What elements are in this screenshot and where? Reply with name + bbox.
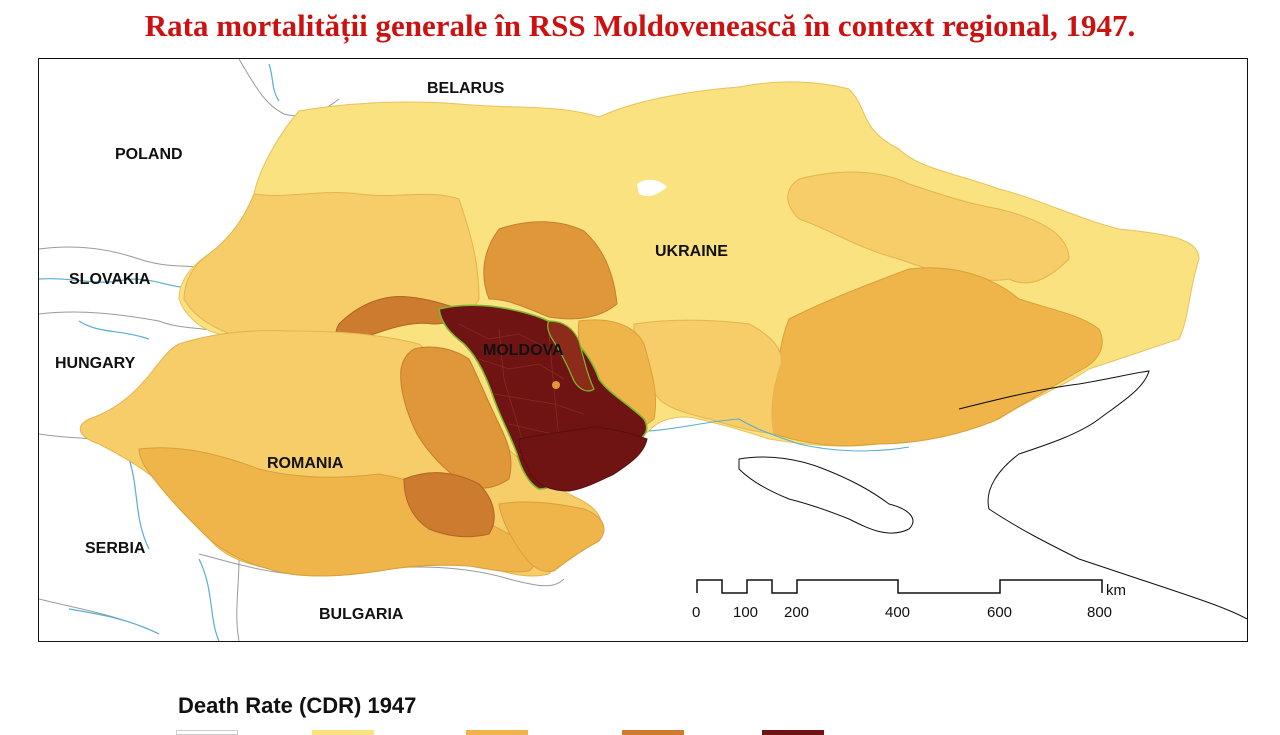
region-transnistria (547, 320, 595, 392)
region-romania-dobrogea (498, 501, 605, 573)
rivers (39, 63, 280, 641)
legend-swatch-3 (466, 730, 528, 735)
lake-kyiv (637, 179, 667, 197)
label-ukraine: UKRAINE (655, 243, 728, 260)
label-serbia: SERBIA (85, 540, 146, 557)
scale-tick-0: 0 (692, 604, 700, 621)
chisinau-marker (552, 381, 560, 389)
label-belarus: BELARUS (427, 80, 505, 97)
scale-tick-800: 800 (1087, 604, 1112, 621)
label-romania: ROMANIA (267, 455, 344, 472)
scale-tick-600: 600 (987, 604, 1012, 621)
label-bulgaria: BULGARIA (319, 606, 404, 623)
scale-tick-200: 200 (784, 604, 809, 621)
region-romania-galati (403, 472, 495, 538)
crimea-outline (738, 370, 1247, 620)
legend-swatch-5 (762, 730, 824, 735)
region-ukraine-east (787, 171, 1070, 284)
legend-swatch-4 (622, 730, 684, 735)
region-romania-moldavia (400, 346, 512, 489)
region-romania-south (138, 447, 535, 577)
label-slovakia: SLOVAKIA (69, 271, 151, 288)
legend-swatches (176, 730, 876, 735)
scale-bar (696, 579, 1103, 594)
map-canvas: BELARUS POLAND SLOVAKIA HUNGARY UKRAINE … (39, 59, 1247, 641)
label-poland: POLAND (115, 146, 183, 163)
scale-unit: km (1106, 582, 1126, 599)
coastline (648, 418, 910, 452)
scale-tick-100: 100 (733, 604, 758, 621)
region-ukraine-south (633, 319, 782, 435)
map-frame: BELARUS POLAND SLOVAKIA HUNGARY UKRAINE … (38, 58, 1248, 642)
map-title: Rata mortalității generale în RSS Moldov… (144, 8, 1136, 43)
scale-tick-400: 400 (885, 604, 910, 621)
legend-swatch-2 (312, 730, 374, 735)
legend-swatch-1 (176, 730, 238, 735)
label-hungary: HUNGARY (55, 355, 136, 372)
region-bessarabia-south (518, 426, 648, 492)
region-ukraine-vinnytsia (483, 221, 618, 320)
label-moldova: MOLDOVA (483, 342, 564, 359)
legend-title: Death Rate (CDR) 1947 (178, 693, 417, 718)
